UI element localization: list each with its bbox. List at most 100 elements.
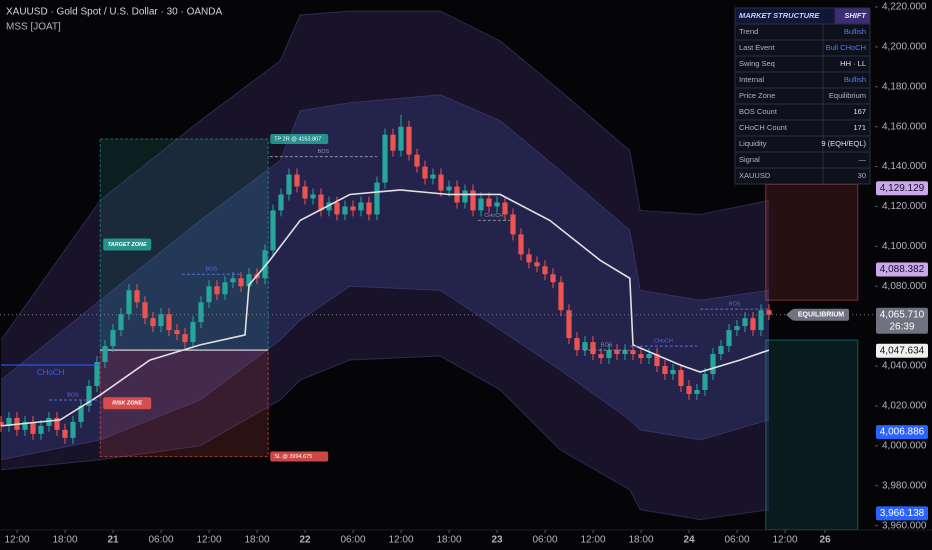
candle-body bbox=[654, 354, 660, 367]
candle-body bbox=[102, 346, 108, 363]
price-tag bbox=[876, 307, 928, 334]
x-tick-label: 06:00 bbox=[340, 535, 365, 546]
structure-label: CHoCH bbox=[654, 339, 673, 345]
x-tick-label: 06:00 bbox=[724, 535, 749, 546]
candle-body bbox=[598, 354, 604, 359]
structure-label: BOS bbox=[318, 149, 330, 155]
x-tick-label: 12:00 bbox=[580, 535, 605, 546]
x-tick-label: 22 bbox=[299, 535, 311, 546]
price-tag-label: 4,006.886 bbox=[880, 427, 925, 438]
table-label: Swing Seq bbox=[739, 59, 775, 68]
x-tick-label: 12:00 bbox=[4, 535, 29, 546]
table-label: Internal bbox=[739, 75, 764, 84]
x-tick-label: 18:00 bbox=[628, 535, 653, 546]
candle-body bbox=[350, 206, 356, 211]
candle-body bbox=[374, 182, 380, 215]
candle-body bbox=[710, 354, 716, 375]
candle-body bbox=[110, 330, 116, 347]
candle-body bbox=[158, 314, 164, 327]
zone-label-tag bbox=[270, 134, 329, 145]
candle-body bbox=[550, 274, 556, 283]
candle-body bbox=[174, 330, 180, 335]
candle-body bbox=[510, 214, 516, 235]
candle-body bbox=[46, 417, 52, 426]
candle-body bbox=[86, 385, 92, 406]
y-tick-label: 3,980.000 bbox=[882, 480, 927, 491]
candle-body bbox=[182, 334, 188, 343]
equilibrium-label: EQUILIBRIUM bbox=[798, 312, 844, 319]
candle-body bbox=[574, 338, 580, 351]
candle-body bbox=[326, 202, 332, 211]
structure-label: BOS bbox=[729, 302, 741, 308]
candle-body bbox=[206, 286, 212, 303]
candle-body bbox=[166, 314, 172, 331]
projection-zone bbox=[765, 339, 859, 531]
candle-body bbox=[542, 266, 548, 275]
candle-body bbox=[606, 350, 612, 359]
candle-body bbox=[22, 421, 28, 430]
candle-body bbox=[62, 429, 68, 438]
equilibrium-tag bbox=[793, 308, 849, 321]
candle-body bbox=[358, 202, 364, 211]
candle-body bbox=[30, 421, 36, 434]
y-tick-label: 3,960.000 bbox=[882, 520, 927, 531]
candle-body bbox=[70, 421, 76, 438]
table-value: Bullish bbox=[844, 27, 866, 36]
candle-body bbox=[286, 174, 292, 195]
candle-body bbox=[614, 350, 620, 355]
candle-body bbox=[590, 342, 596, 355]
table-value: Bullish bbox=[844, 75, 866, 84]
candle-body bbox=[302, 186, 308, 199]
candle-body bbox=[294, 174, 300, 187]
y-tick-label: 4,080.000 bbox=[882, 281, 927, 292]
band-edge bbox=[0, 94, 770, 381]
candle-body bbox=[118, 314, 124, 331]
bands-layer bbox=[0, 10, 770, 521]
candle-body bbox=[142, 302, 148, 319]
candle-body bbox=[310, 194, 316, 199]
table-label: CHoCH Count bbox=[739, 123, 788, 132]
candle-body bbox=[414, 154, 420, 167]
candle-body bbox=[478, 198, 484, 211]
x-tick-label: 06:00 bbox=[148, 535, 173, 546]
candle-body bbox=[702, 374, 708, 390]
candle-body bbox=[534, 262, 540, 267]
symbol-title: XAUUSD · Gold Spot / U.S. Dollar · 30 · … bbox=[6, 7, 223, 18]
price-countdown: 26:39 bbox=[889, 321, 914, 332]
price-tag-label: 4,065.710 bbox=[880, 309, 925, 320]
candle-body bbox=[694, 389, 700, 394]
x-tick-label: 18:00 bbox=[52, 535, 77, 546]
ma-line bbox=[0, 189, 770, 427]
candle-body bbox=[54, 417, 60, 430]
candle-body bbox=[270, 210, 276, 251]
candle-body bbox=[230, 278, 236, 283]
candle-body bbox=[750, 318, 756, 331]
y-tick-label: 4,120.000 bbox=[882, 201, 927, 212]
table-label: Last Event bbox=[739, 43, 775, 52]
table-title: MARKET STRUCTURE bbox=[739, 11, 820, 20]
y-tick-label: 4,200.000 bbox=[882, 42, 927, 53]
candle-body bbox=[246, 274, 252, 287]
y-tick-label: 4,040.000 bbox=[882, 361, 927, 372]
candle-body bbox=[422, 166, 428, 179]
candle-body bbox=[766, 310, 772, 315]
candle-body bbox=[398, 126, 404, 151]
table-label: Price Zone bbox=[739, 91, 775, 100]
projection-zone bbox=[765, 184, 859, 301]
candle-body bbox=[126, 290, 132, 315]
y-tick-label: 4,220.000 bbox=[882, 2, 927, 13]
table-value: Bull CHoCH bbox=[826, 43, 866, 52]
candle-body bbox=[686, 385, 692, 394]
x-tick-label: 18:00 bbox=[244, 535, 269, 546]
candle-body bbox=[430, 174, 436, 179]
table-label: Liquidity bbox=[739, 139, 767, 148]
band-edge bbox=[0, 355, 770, 521]
candle-body bbox=[566, 310, 572, 339]
table-badge-text: SHIFT bbox=[844, 11, 867, 20]
price-tag bbox=[876, 262, 928, 277]
y-tick-label: 4,100.000 bbox=[882, 241, 927, 252]
price-tag bbox=[876, 425, 928, 440]
x-tick-label: 26 bbox=[819, 535, 831, 546]
